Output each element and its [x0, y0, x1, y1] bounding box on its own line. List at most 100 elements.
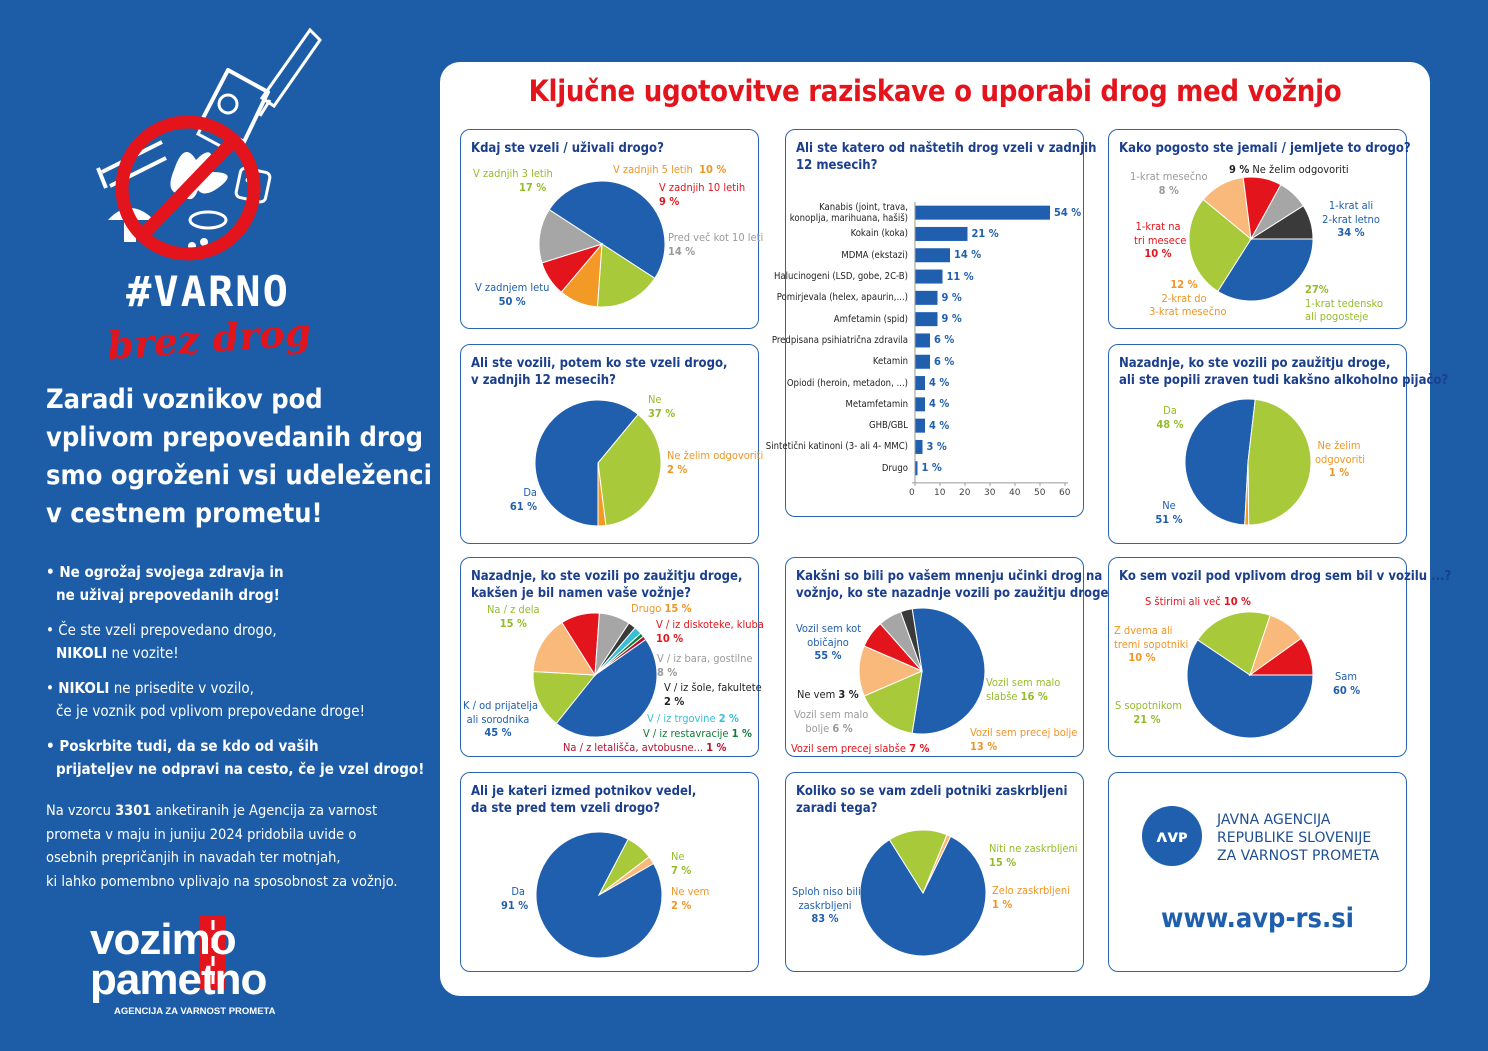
tagline-line: vplivom prepovedanih drog — [46, 422, 423, 453]
chart-title: Ko sem vozil pod vplivom drog sem bil v … — [1119, 569, 1452, 584]
intro-text: Na vzorcu — [46, 803, 116, 819]
pie-slice — [597, 462, 607, 527]
slice-label: V zadnjih 10 letih 9 % — [659, 181, 746, 208]
chart-card-drugs-used: Ali ste katero od naštetih drog vzeli v … — [766, 129, 1096, 517]
bar-value-label: 11 % — [946, 269, 974, 283]
slice-label: V / iz trgovine 2 % — [647, 712, 739, 725]
pametno-word: pametno — [90, 955, 266, 1004]
survey-intro: Na vzorcu 3301 anketiranih je Agencija z… — [46, 800, 436, 894]
pie-slice — [1244, 461, 1250, 526]
bar-category-label: Opiodi (heroin, metadon, ...) — [786, 377, 908, 389]
pie-slice — [598, 856, 655, 896]
vozimo-subtitle: AGENCIJA ZA VARNOST PROMETA — [114, 1006, 276, 1017]
chart-card-trip-purpose: Nazadnje, ko ste vozili po zaužitju drog… — [460, 557, 764, 757]
pie-chart — [1184, 398, 1312, 526]
chart-title: Ali ste vozili, potem ko ste vzeli drogo… — [471, 356, 728, 388]
slice-label: 1-krat ali 2-krat letno 34 % — [1322, 199, 1380, 239]
chart-title: Ali je kateri izmed potnikov vedel, da st… — [471, 784, 697, 816]
bar-category-label: Ketamin — [872, 356, 908, 368]
slice-label: Sploh niso bili zaskrbljeni 83 % — [792, 885, 861, 925]
avp-logo-icon: ᴧᴠᴘ — [1142, 806, 1202, 866]
slice-label: K / od prijatelja ali sorodnika 45 % — [463, 699, 539, 739]
bullet-2-emphasis: NIKOLI — [56, 644, 108, 662]
bar-value-label: 6 % — [934, 333, 955, 347]
bar-value-label: 21 % — [971, 226, 999, 240]
bullet-2-line-2: NIKOLI ne vozite! — [46, 642, 436, 665]
slice-label: S štirimi ali več 10 % — [1145, 595, 1251, 608]
slice-label: S sopotnikom 21 % — [1115, 699, 1182, 726]
brez-drog-script: brez drog — [106, 309, 313, 368]
pie-slice — [911, 607, 986, 735]
slice-label: Ne želim odgovoriti 2 % — [667, 449, 764, 476]
chart-title: Nazadnje, ko ste vozili po zaužitju drog… — [1119, 356, 1449, 388]
bar-category-label: GHB/GBL — [868, 420, 908, 432]
bar-value-label: 14 % — [954, 248, 982, 262]
bar — [915, 376, 925, 391]
pie-chart — [1186, 611, 1314, 739]
pie-slice — [1196, 611, 1271, 676]
chart-title: Koliko so se vam zdeli potniki zaskrblje… — [796, 784, 1068, 816]
slice-label: Da 61 % — [509, 486, 537, 513]
slice-label: V / iz bara, gostilne 8 % — [657, 652, 753, 679]
chart-title: Ali ste katero od naštetih drog vzeli v … — [796, 141, 1097, 173]
pie-slice — [1249, 205, 1314, 240]
chart-title: Kako pogosto ste jemali / jemljete to dr… — [1119, 141, 1411, 156]
bullet-3-prefix: • — [46, 679, 59, 697]
x-tick-label: 0 — [909, 487, 915, 498]
agency-line: ZA VARNOST PROMETA — [1217, 848, 1380, 864]
slice-label: Na / z dela 15 % — [487, 603, 540, 630]
bar-value-label: 1 % — [921, 461, 942, 475]
agency-name: JAVNA AGENCIJA REPUBLIKE SLOVENIJE ZA VA… — [1217, 811, 1379, 865]
pie-slice — [922, 834, 952, 894]
left-column: #VARNO brez drog Zaradi voznikov pod vpl… — [0, 0, 440, 1051]
bar — [915, 205, 1050, 220]
chart-card-effects: Kakšni so bili po vašem mnenju učinki dr… — [785, 557, 1115, 757]
chart-card-passenger-knew: Ali je kateri izmed potnikov vedel, da st… — [460, 772, 759, 972]
bullet-2-rest: ne vozite! — [107, 644, 179, 662]
bar — [915, 290, 938, 305]
pie-chart — [534, 399, 662, 527]
pie-slice — [597, 413, 662, 527]
pie-slice — [900, 608, 923, 672]
pie-slice — [538, 208, 604, 264]
bar — [915, 333, 930, 348]
bar-category-label: Drugo — [881, 462, 908, 474]
pie-slice — [1186, 639, 1314, 739]
intro-line: prometa v maju in juniju 2024 pridobila … — [46, 826, 357, 843]
chart-title: Nazadnje, ko ste vozili po zaužitju drog… — [471, 569, 743, 601]
bar-value-label: 4 % — [929, 397, 950, 411]
intro-line: ki lahko pomembno vplivajo na sposobnost… — [46, 873, 398, 890]
pie-slice — [596, 243, 656, 308]
slice-label: 9 % Ne želim odgovoriti — [1229, 163, 1349, 176]
bar-chart — [912, 202, 1068, 486]
chart-card-when-used: Kdaj ste vzeli / uživali drogo? V zadnji… — [460, 129, 763, 329]
slice-label: V / iz restavracije 1 % — [643, 727, 752, 740]
chart-title: Kakšni so bili po vašem mnenju učinki dr… — [796, 569, 1116, 601]
bullet-1-line-2: ne uživaj prepovedanih drog! — [56, 586, 280, 604]
website-link[interactable]: www.avp-rs.si — [1161, 903, 1354, 934]
pie-slice — [532, 621, 596, 676]
pie-slice — [863, 670, 923, 734]
slice-label: V zadnjih 3 letih 17 % — [473, 167, 553, 194]
bar — [915, 269, 943, 284]
pie-slice — [534, 399, 639, 527]
slice-label: Ne 37 % — [648, 393, 676, 420]
pie-slice — [1184, 398, 1256, 526]
bar-category-label: Metamfetamin — [845, 398, 908, 410]
slice-label: Vozil sem precej slabše 7 % — [791, 742, 930, 755]
x-tick-label: 60 — [1059, 487, 1071, 498]
slice-label: 27% 1-krat tedensko ali pogosteje — [1305, 283, 1383, 323]
bar — [915, 312, 938, 327]
bar — [915, 439, 923, 454]
sample-size: 3301 — [115, 803, 152, 819]
bar-category-label: Predpisana psihiatrična zdravila — [771, 334, 908, 346]
slice-label: Sam 60 % — [1333, 670, 1361, 697]
bar — [915, 226, 968, 241]
chart-card-frequency: Kako pogosto ste jemali / jemljete to dr… — [1108, 129, 1411, 329]
bar — [915, 248, 950, 263]
pie-slice — [555, 638, 658, 738]
bar — [915, 461, 918, 476]
vozimo-word: vozimo — [90, 915, 236, 964]
tagline-line: Zaradi voznikov pod — [46, 384, 323, 415]
tagline-line: smo ogroženi vsi udeleženci — [46, 460, 433, 491]
